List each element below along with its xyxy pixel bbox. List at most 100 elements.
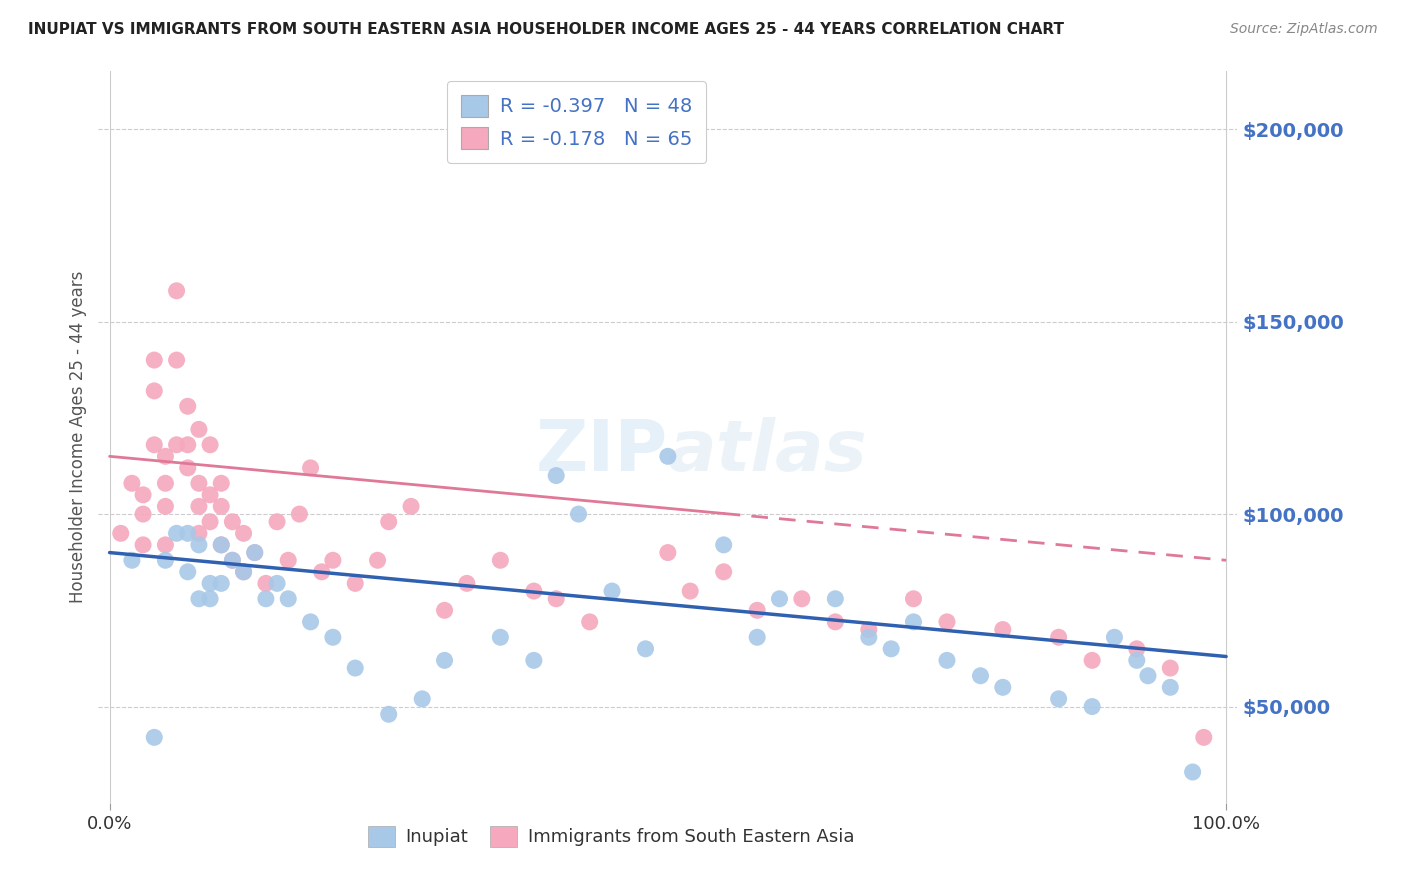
Point	[790, 591, 813, 606]
Point	[166, 438, 188, 452]
Point	[411, 691, 433, 706]
Point	[198, 438, 221, 452]
Point	[299, 461, 322, 475]
Point	[155, 500, 177, 514]
Point	[880, 641, 903, 656]
Point	[600, 584, 623, 599]
Point	[991, 623, 1014, 637]
Point	[177, 438, 200, 452]
Point	[277, 553, 299, 567]
Point	[132, 488, 155, 502]
Point	[747, 630, 769, 644]
Point	[969, 669, 991, 683]
Point	[110, 526, 132, 541]
Point	[143, 731, 166, 745]
Point	[546, 591, 568, 606]
Point	[177, 461, 200, 475]
Point	[277, 591, 299, 606]
Point	[747, 603, 769, 617]
Point	[187, 500, 209, 514]
Point	[266, 576, 288, 591]
Point	[187, 526, 209, 541]
Point	[456, 576, 478, 591]
Point	[523, 584, 546, 599]
Point	[187, 591, 209, 606]
Point	[299, 615, 322, 629]
Text: INUPIAT VS IMMIGRANTS FROM SOUTH EASTERN ASIA HOUSEHOLDER INCOME AGES 25 - 44 YE: INUPIAT VS IMMIGRANTS FROM SOUTH EASTERN…	[28, 22, 1064, 37]
Point	[288, 507, 311, 521]
Point	[198, 515, 221, 529]
Point	[177, 526, 200, 541]
Point	[1136, 669, 1159, 683]
Point	[903, 615, 925, 629]
Text: ZIP: ZIP	[536, 417, 668, 486]
Point	[177, 565, 200, 579]
Point	[232, 565, 254, 579]
Legend: Inupiat, Immigrants from South Eastern Asia: Inupiat, Immigrants from South Eastern A…	[359, 817, 863, 856]
Point	[936, 615, 959, 629]
Point	[166, 284, 188, 298]
Point	[679, 584, 702, 599]
Point	[209, 476, 232, 491]
Point	[399, 500, 422, 514]
Point	[221, 553, 243, 567]
Point	[254, 591, 277, 606]
Point	[1081, 699, 1104, 714]
Point	[221, 553, 243, 567]
Point	[523, 653, 546, 667]
Point	[824, 615, 846, 629]
Point	[1159, 661, 1181, 675]
Point	[132, 538, 155, 552]
Point	[243, 545, 266, 559]
Point	[567, 507, 589, 521]
Point	[936, 653, 959, 667]
Point	[824, 591, 846, 606]
Point	[377, 707, 399, 722]
Point	[198, 488, 221, 502]
Point	[903, 591, 925, 606]
Point	[489, 553, 512, 567]
Point	[489, 630, 512, 644]
Point	[377, 515, 399, 529]
Point	[578, 615, 600, 629]
Point	[322, 553, 344, 567]
Point	[546, 468, 568, 483]
Point	[166, 353, 188, 368]
Point	[198, 576, 221, 591]
Point	[221, 515, 243, 529]
Point	[1159, 681, 1181, 695]
Point	[344, 661, 367, 675]
Point	[322, 630, 344, 644]
Point	[858, 623, 880, 637]
Point	[344, 576, 367, 591]
Point	[121, 476, 143, 491]
Point	[155, 476, 177, 491]
Point	[1081, 653, 1104, 667]
Point	[858, 630, 880, 644]
Point	[657, 545, 679, 559]
Point	[121, 553, 143, 567]
Point	[713, 538, 735, 552]
Point	[1126, 641, 1149, 656]
Point	[187, 422, 209, 436]
Point	[209, 538, 232, 552]
Point	[634, 641, 657, 656]
Point	[254, 576, 277, 591]
Point	[177, 399, 200, 413]
Point	[433, 653, 456, 667]
Point	[232, 565, 254, 579]
Text: atlas: atlas	[668, 417, 868, 486]
Point	[132, 507, 155, 521]
Point	[232, 526, 254, 541]
Point	[143, 384, 166, 398]
Point	[209, 500, 232, 514]
Point	[209, 538, 232, 552]
Point	[713, 565, 735, 579]
Text: Source: ZipAtlas.com: Source: ZipAtlas.com	[1230, 22, 1378, 37]
Point	[1104, 630, 1126, 644]
Point	[198, 591, 221, 606]
Point	[155, 450, 177, 464]
Point	[1047, 691, 1070, 706]
Point	[155, 553, 177, 567]
Point	[209, 576, 232, 591]
